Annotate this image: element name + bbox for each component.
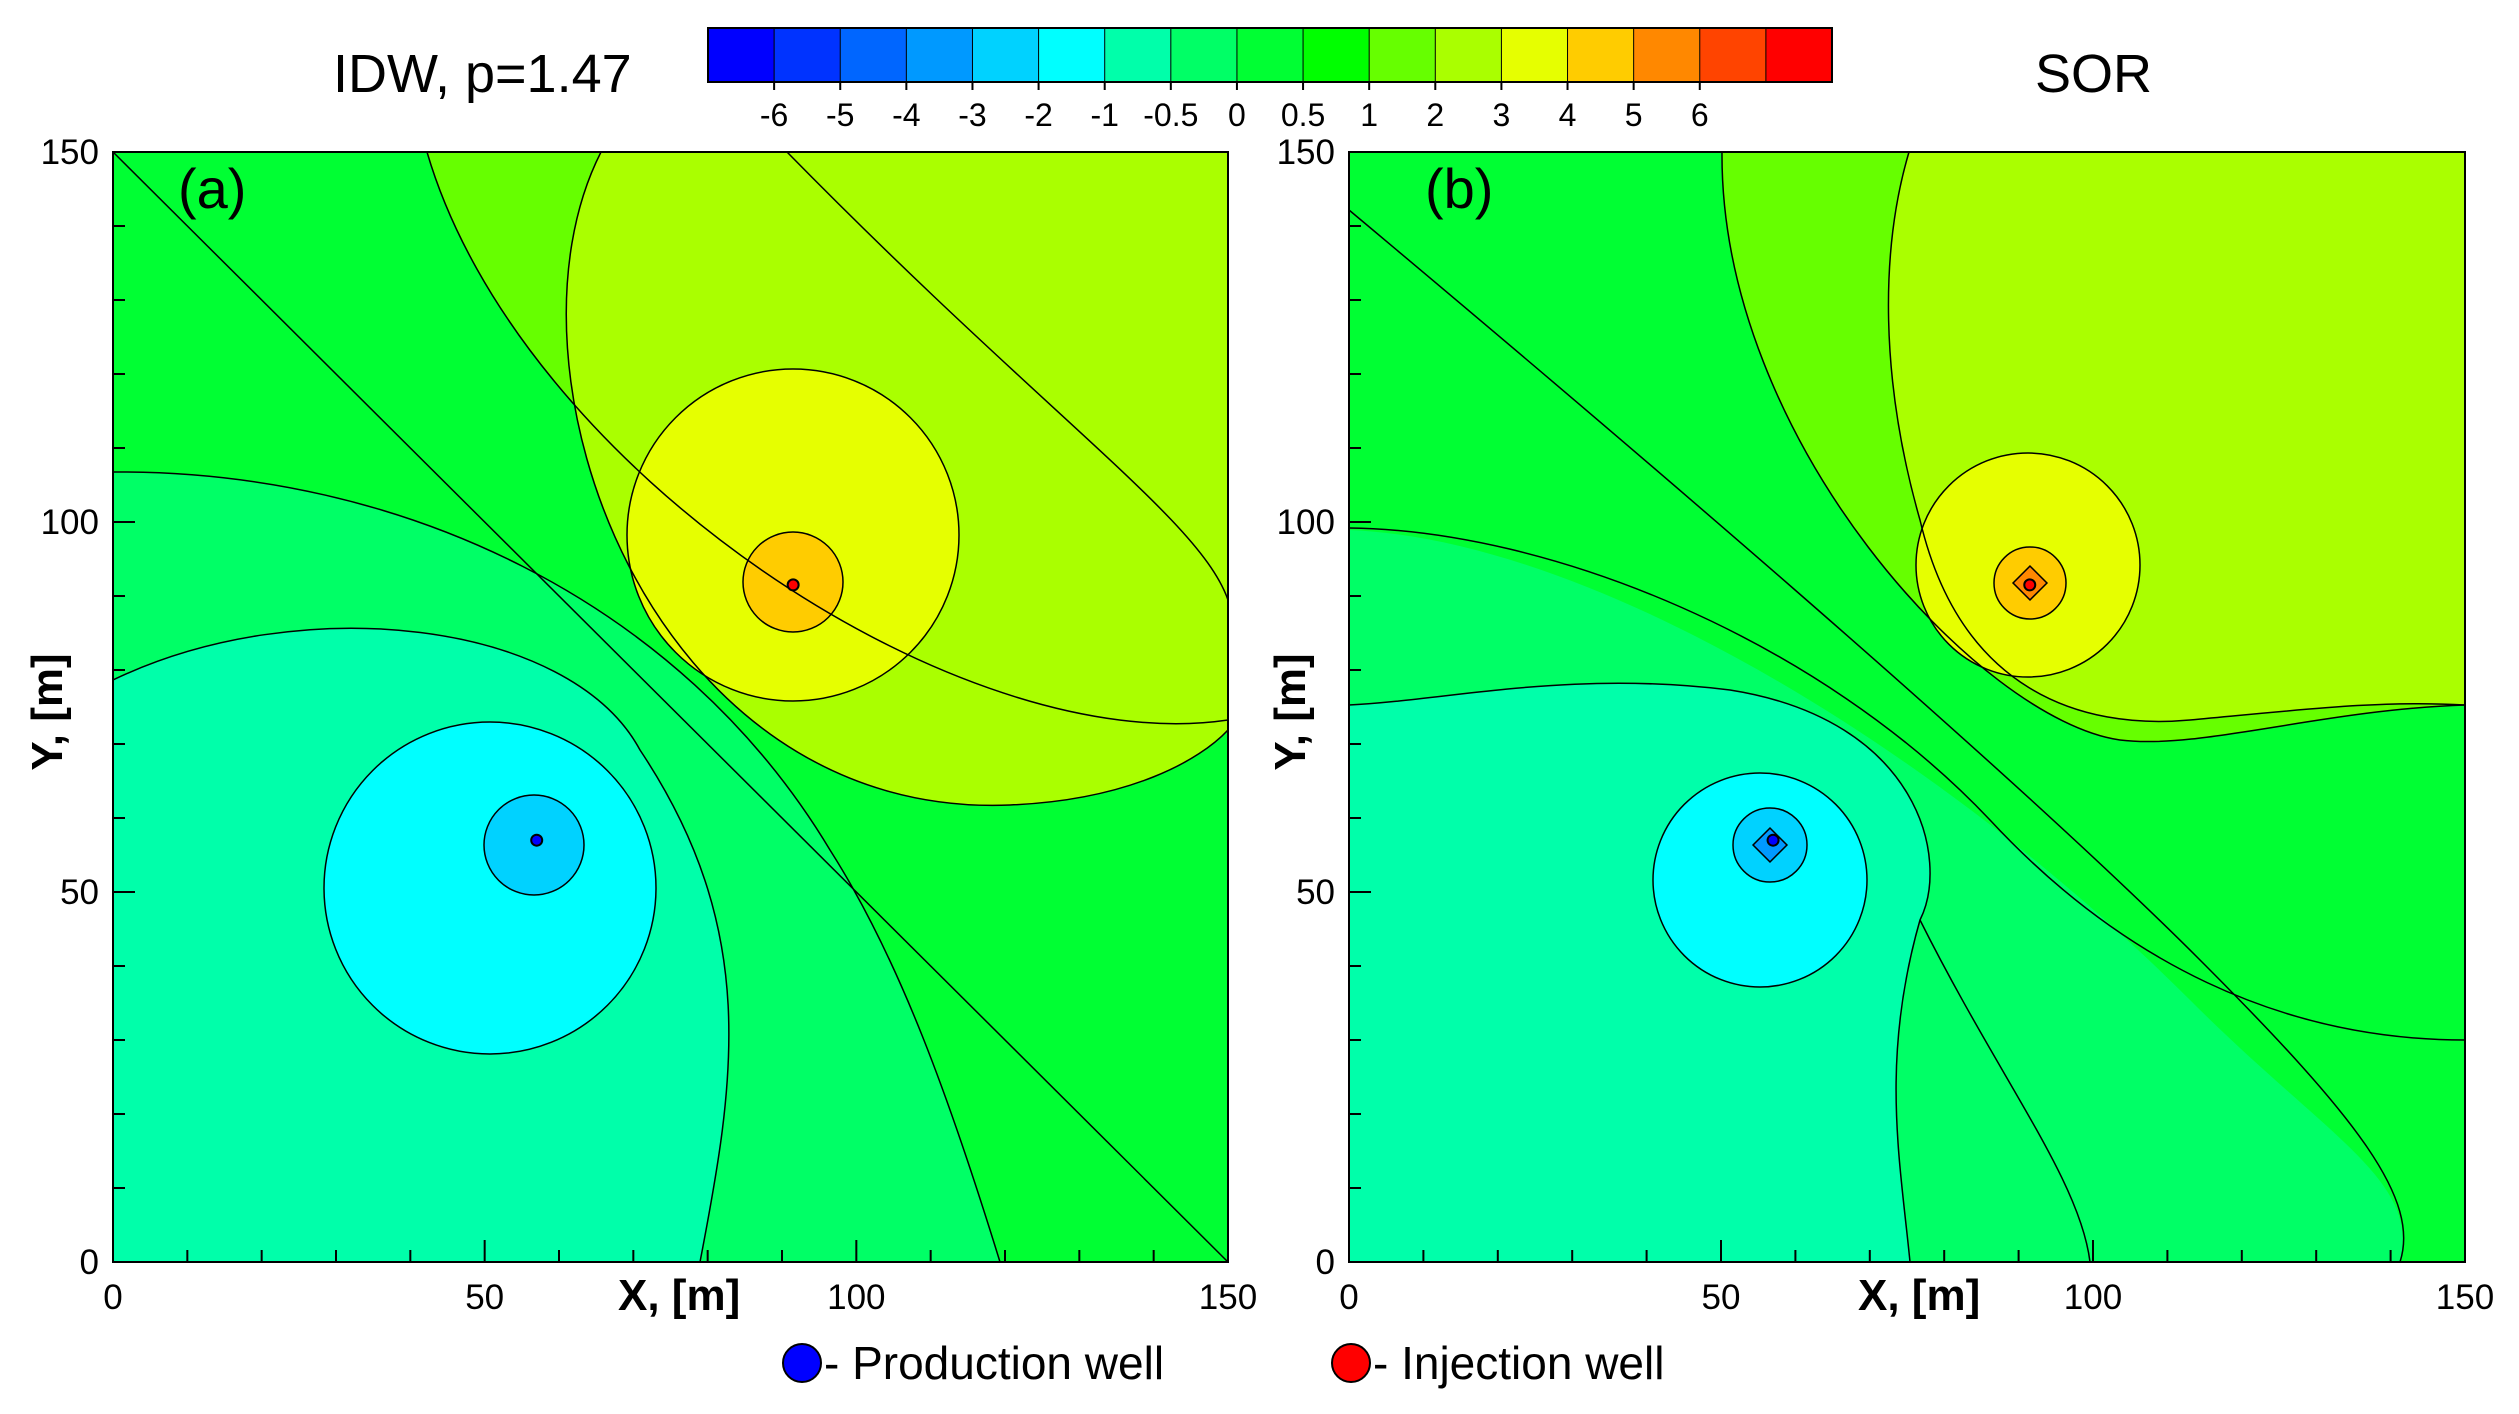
production-well-marker <box>530 833 544 847</box>
colorbar-swatch <box>1170 27 1238 83</box>
colorbar-tick-label: -1 <box>1090 97 1118 133</box>
contour-line <box>1349 682 1931 1262</box>
colorbar-swatch <box>839 27 908 83</box>
axis-ticks-a: 0 50 100 150 0 50 100 150 <box>41 133 1258 1317</box>
colorbar-swatch <box>905 27 974 83</box>
contour-line <box>1887 152 2465 723</box>
colorbar-swatch <box>1236 27 1305 83</box>
colorbar-swatch <box>707 27 776 83</box>
contour-line <box>113 627 730 1262</box>
colorbar-tick-label: -0.5 <box>1143 97 1198 133</box>
x-tick-label: 0 <box>103 1278 122 1317</box>
contour-region <box>1349 683 1931 1262</box>
y-tick-label: 150 <box>41 133 99 172</box>
contour-line <box>113 471 1001 1262</box>
x-axis-label-b: X, [m] <box>1858 1271 1980 1320</box>
colorbar-tick-label: -3 <box>958 97 986 133</box>
colorbar-swatch <box>1104 27 1172 83</box>
colorbar-swatch <box>773 27 842 83</box>
contour-fill-a <box>113 152 1228 1262</box>
colorbar-frame <box>707 27 1833 83</box>
colorbar-tick-label: 2 <box>1426 97 1444 133</box>
contour-line <box>1349 209 2405 1262</box>
x-tick-label: 150 <box>2436 1278 2494 1317</box>
y-tick-label: 50 <box>60 873 99 912</box>
y-tick-label: 0 <box>1316 1243 1335 1282</box>
axis-ticks-b: 0 50 100 150 0 50 100 150 <box>1277 133 2495 1317</box>
colorbar: -6 -5 -4 -3 -2 -1 -0.5 0 0.5 1 2 3 4 5 6 <box>707 27 1833 133</box>
injection-well-marker <box>786 578 800 592</box>
y-axis-label-b: Y, [m] <box>1266 653 1315 770</box>
colorbar-tick-label: 5 <box>1625 97 1643 133</box>
x-tick-label: 50 <box>1702 1278 1741 1317</box>
legend: - Production well - Injection well <box>782 1337 1664 1389</box>
colorbar-swatch <box>1567 27 1635 83</box>
contour-line <box>426 152 1228 725</box>
colorbar-swatch <box>1500 27 1569 83</box>
colorbar-tick-label: -2 <box>1024 97 1052 133</box>
y-axis-label-a: Y, [m] <box>23 653 72 770</box>
plot-frame-b <box>1348 151 2466 1263</box>
production-well-marker <box>1766 833 1780 847</box>
colorbar-tick-label: 0.5 <box>1281 97 1325 133</box>
colorbar-tick-label: 0 <box>1228 97 1246 133</box>
colorbar-swatch <box>1699 27 1767 83</box>
contour-line <box>786 152 1228 601</box>
contour-line <box>565 152 1228 806</box>
panel-b: (b) 0 50 100 150 0 50 100 150 X, [m] Y, [m] <box>1266 133 2494 1320</box>
contour-line <box>113 152 1228 1262</box>
x-tick-label: 50 <box>465 1278 504 1317</box>
colorbar-tick-label: 1 <box>1360 97 1378 133</box>
x-tick-label: 150 <box>1199 1278 1257 1317</box>
colorbar-tick-label: -5 <box>826 97 854 133</box>
colorbar-tick-label: 3 <box>1493 97 1511 133</box>
panel-label-b: (b) <box>1425 157 1493 220</box>
contour-region <box>323 721 657 1055</box>
legend-label-production: - Production well <box>824 1337 1164 1389</box>
panel-label-a: (a) <box>178 157 246 220</box>
plot-frame-a <box>112 151 1229 1263</box>
y-tick-label: 50 <box>1296 873 1335 912</box>
contour-fill-b <box>1349 152 2465 1262</box>
injection-well-marker-icon <box>1331 1343 1371 1383</box>
colorbar-tick-label: -6 <box>760 97 788 133</box>
y-tick-label: 100 <box>1277 503 1335 542</box>
y-tick-label: 100 <box>41 503 99 542</box>
wells <box>530 578 2037 847</box>
colorbar-swatch <box>1302 27 1371 83</box>
legend-label-injection: - Injection well <box>1373 1337 1664 1389</box>
contour-line <box>1919 919 2091 1262</box>
y-tick-label: 150 <box>1277 133 1335 172</box>
injection-well-marker <box>2023 578 2037 592</box>
contour-line <box>1349 527 2465 1041</box>
title-right: SOR <box>2035 44 2152 104</box>
panel-a: (a) 0 50 100 150 0 50 100 150 X, [m] Y, [m] <box>23 133 1257 1320</box>
colorbar-swatch <box>1765 27 1833 83</box>
production-well-marker-icon <box>782 1343 822 1383</box>
y-tick-label: 0 <box>80 1243 99 1282</box>
x-tick-label: 0 <box>1339 1278 1358 1317</box>
colorbar-swatch <box>971 27 1040 83</box>
colorbar-swatch <box>1434 27 1503 83</box>
title-left: IDW, p=1.47 <box>333 44 632 104</box>
colorbar-tick-label: -4 <box>892 97 920 133</box>
colorbar-tick-label: 6 <box>1691 97 1709 133</box>
x-tick-label: 100 <box>827 1278 885 1317</box>
contour-line <box>1721 152 2465 743</box>
colorbar-swatch <box>1368 27 1437 83</box>
colorbar-swatch <box>1633 27 1701 83</box>
colorbar-tick-label: 4 <box>1559 97 1577 133</box>
x-tick-label: 100 <box>2064 1278 2122 1317</box>
colorbar-swatch <box>1038 27 1106 83</box>
x-axis-label-a: X, [m] <box>618 1271 740 1320</box>
